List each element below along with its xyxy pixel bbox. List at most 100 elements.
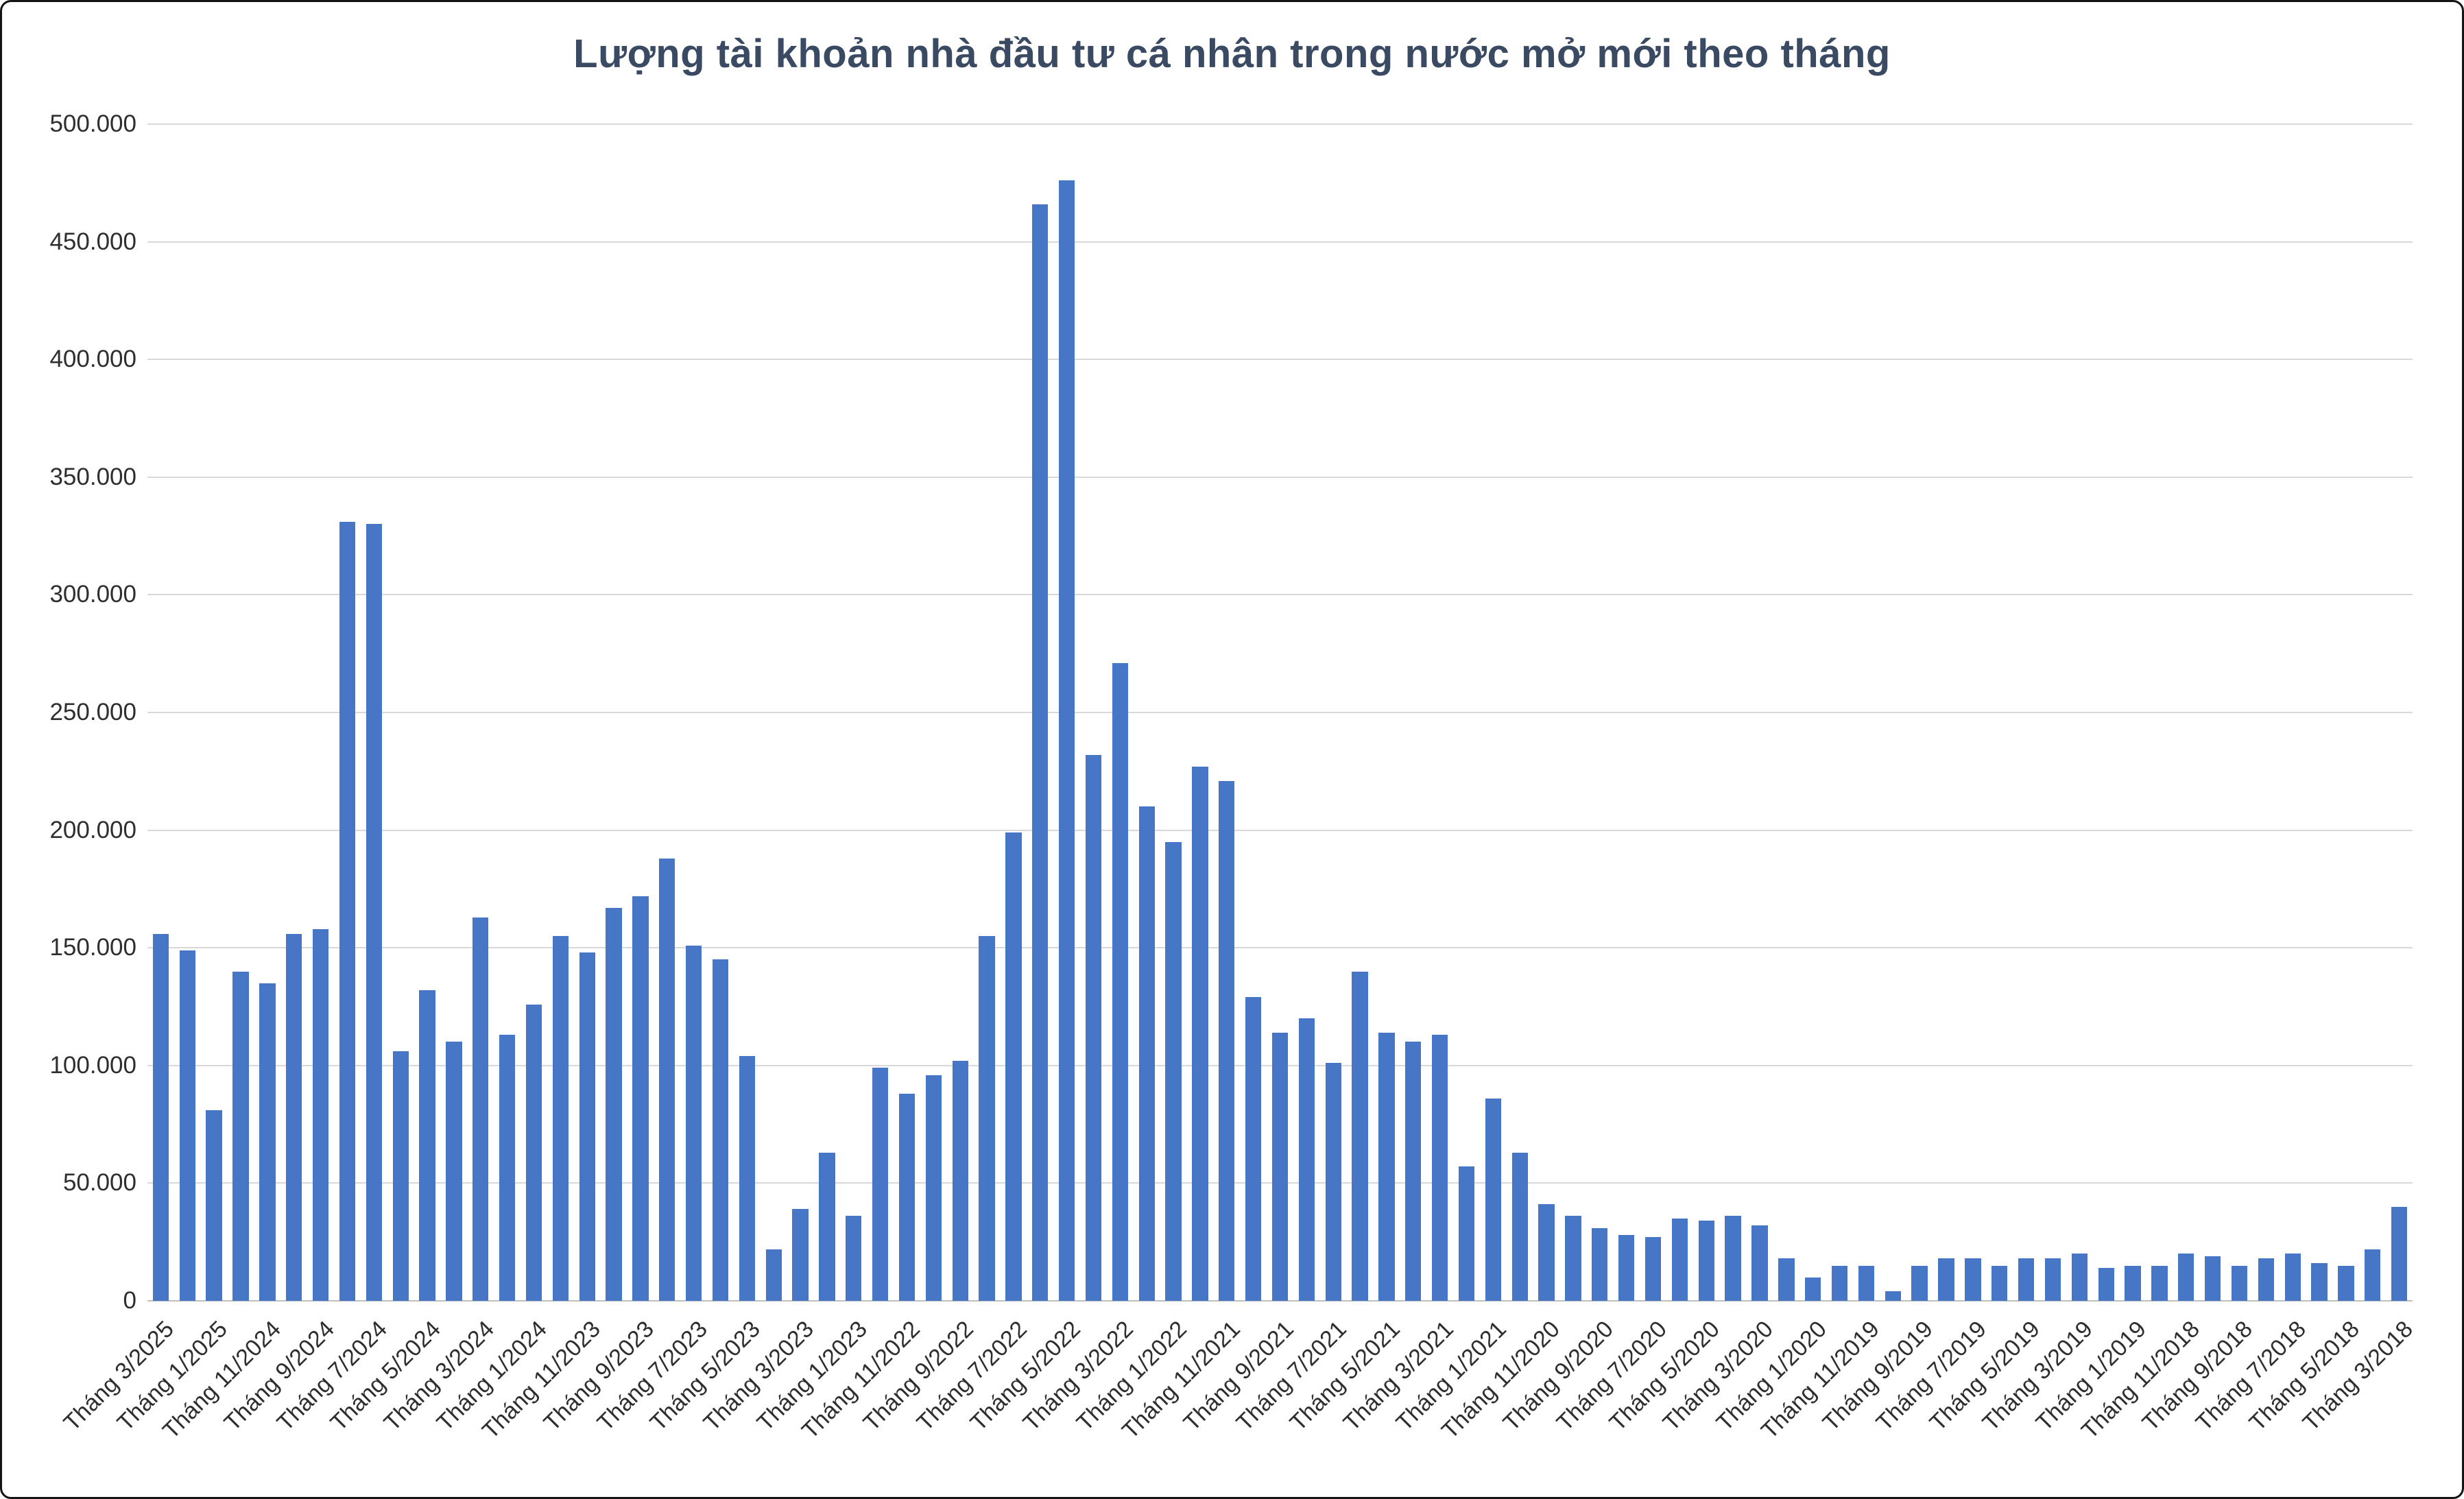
bar — [606, 907, 622, 1301]
bar — [579, 952, 595, 1301]
bar — [1725, 1216, 1741, 1301]
gridline — [147, 829, 2413, 831]
bar — [1458, 1166, 1475, 1301]
bar — [1965, 1258, 1981, 1301]
bar — [232, 971, 249, 1301]
bar-slot — [813, 124, 840, 1301]
bar-slot — [2146, 124, 2173, 1301]
gridline — [147, 241, 2413, 243]
bar — [179, 950, 195, 1301]
bar — [552, 936, 569, 1301]
bar — [1058, 180, 1075, 1301]
bar — [2125, 1265, 2141, 1301]
bar — [1405, 1042, 1422, 1301]
bar-slot — [1666, 124, 1693, 1301]
bar-slot — [1267, 124, 1293, 1301]
bar — [419, 990, 435, 1301]
bar-slot — [174, 124, 201, 1301]
bar-slot — [1027, 124, 1053, 1301]
bar-slot — [2199, 124, 2226, 1301]
bar-slot — [1213, 124, 1240, 1301]
bar — [659, 858, 675, 1301]
bar-slot — [1160, 124, 1187, 1301]
bar — [1698, 1221, 1714, 1301]
bar-slot — [1933, 124, 1960, 1301]
bar-slot — [1426, 124, 1453, 1301]
bar-slot — [387, 124, 414, 1301]
bar — [1192, 766, 1208, 1301]
bar — [1671, 1218, 1688, 1301]
bar-slot — [1986, 124, 2013, 1301]
bar-slot — [1880, 124, 1906, 1301]
bar-slot — [361, 124, 387, 1301]
gridline — [147, 947, 2413, 949]
bar — [765, 1249, 782, 1301]
y-tick-label: 0 — [123, 1287, 136, 1314]
bar-slot — [2120, 124, 2146, 1301]
bar — [1138, 806, 1155, 1301]
bar — [2311, 1263, 2328, 1301]
plot-area — [147, 123, 2413, 1302]
x-axis-line — [147, 1300, 2413, 1302]
y-tick-label: 300.000 — [49, 581, 136, 608]
bar — [1751, 1225, 1768, 1301]
bar-slot — [2040, 124, 2066, 1301]
bar — [685, 945, 702, 1301]
bar — [898, 1093, 916, 1301]
x-axis: Tháng 3/2025 Tháng 1/2025 Tháng 11/2024 Thá… — [59, 1305, 2417, 1497]
bar — [1618, 1234, 1635, 1301]
y-tick-label: 450.000 — [49, 228, 136, 255]
bar-slot — [1001, 124, 1027, 1301]
y-tick-label: 400.000 — [49, 346, 136, 373]
bar-slot — [147, 124, 174, 1301]
bar — [2098, 1267, 2114, 1301]
y-tick-label: 50.000 — [62, 1169, 136, 1197]
bar — [632, 896, 649, 1301]
y-tick-label: 500.000 — [49, 110, 136, 137]
bar-slot — [1320, 124, 1347, 1301]
bar-slot — [1693, 124, 1720, 1301]
bar-slot — [947, 124, 974, 1301]
bar-slot — [1400, 124, 1426, 1301]
bar-slot — [494, 124, 521, 1301]
bar — [2018, 1258, 2035, 1301]
bar-slot — [1507, 124, 1533, 1301]
bar — [1991, 1265, 2008, 1301]
bar — [1858, 1265, 1875, 1301]
bar-slot — [2253, 124, 2280, 1301]
bar-slot — [1747, 124, 1773, 1301]
bar-slot — [680, 124, 707, 1301]
bar — [2338, 1265, 2354, 1301]
bar-slot — [1533, 124, 1560, 1301]
bar — [1911, 1265, 1928, 1301]
bar-slot — [1187, 124, 1214, 1301]
bar — [2231, 1265, 2248, 1301]
bar — [473, 917, 489, 1301]
chart-title: Lượng tài khoản nhà đầu tư cá nhân trong… — [573, 32, 1891, 76]
bar-slot — [840, 124, 867, 1301]
bar-slot — [254, 124, 280, 1301]
bar — [1565, 1216, 1581, 1301]
bar-slot — [2226, 124, 2253, 1301]
bar — [152, 933, 169, 1301]
bar — [1352, 971, 1368, 1301]
gridline — [147, 123, 2413, 125]
bar — [259, 983, 276, 1301]
bar-slot — [1720, 124, 1747, 1301]
bar-slot — [1293, 124, 1320, 1301]
bar-slot — [734, 124, 761, 1301]
y-tick-label: 100.000 — [49, 1051, 136, 1079]
bar — [1219, 780, 1235, 1301]
y-tick-label: 150.000 — [49, 934, 136, 961]
bar-slot — [627, 124, 654, 1301]
gridline — [147, 712, 2413, 713]
bar — [1592, 1227, 1608, 1301]
bar — [339, 522, 356, 1301]
gridline — [147, 594, 2413, 596]
bar-slot — [1240, 124, 1267, 1301]
bar-slot — [1640, 124, 1666, 1301]
bar — [925, 1075, 942, 1301]
bar-slot — [1586, 124, 1613, 1301]
bar-slot — [521, 124, 547, 1301]
bar-slot — [2306, 124, 2333, 1301]
